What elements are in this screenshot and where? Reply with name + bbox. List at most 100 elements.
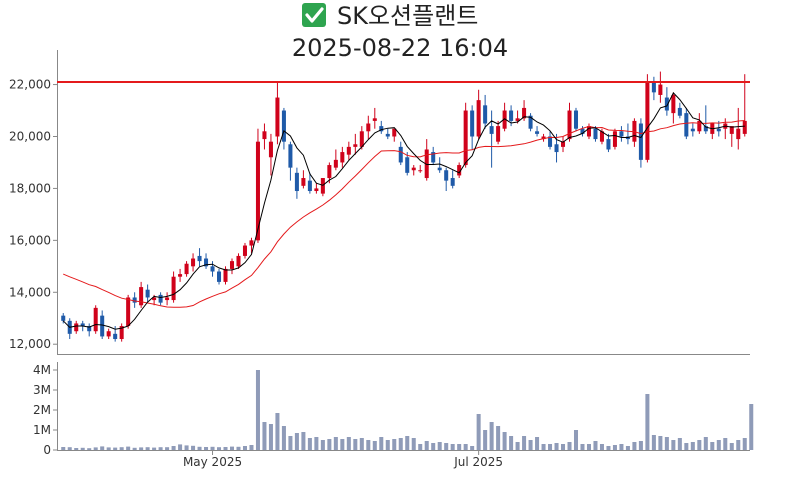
volume-bar [152,447,157,450]
candle-body [340,152,345,163]
volume-bar [411,438,416,450]
volume-bar [67,447,72,450]
candle [398,141,403,166]
candle-body [385,133,390,137]
candle [340,146,345,168]
candle [385,128,390,140]
candle [515,110,520,124]
volume-bar [424,441,429,450]
volume-bar [664,437,669,450]
volume-bar [586,444,591,450]
volume-bar [204,447,209,450]
candle [314,183,319,194]
candle-body [664,97,669,111]
candle-body [288,144,293,168]
volume-bar [346,437,351,450]
volume-bar [236,446,241,450]
volume-bar [567,442,572,450]
candle [606,133,611,153]
candle [677,102,682,119]
volume-bar [398,438,403,450]
volume-bar [658,436,663,450]
volume-bar [126,446,131,450]
candle [106,328,111,340]
candle [242,242,247,259]
candle [210,261,215,277]
candle [145,284,150,303]
candle-body [522,107,527,119]
volume-bar [606,446,611,450]
candle [437,157,442,173]
x-axis-ticks: May 2025 Jul 2025 [183,450,503,469]
volume-panel: 0 1M 2M 3M 4M May 2025 Jul 2025 [33,362,754,469]
candle [723,118,728,140]
candle-body [132,297,137,303]
volume-tick-label: 4M [33,363,51,377]
candle-body [411,167,416,171]
volume-bar [703,437,708,450]
candle [87,323,92,337]
candle-body [333,159,338,168]
candle [444,167,449,192]
volume-bar [736,440,741,450]
candle-body [255,141,260,241]
volume-bar [314,437,319,450]
candle-body [268,141,273,158]
candle-body [612,131,617,147]
price-tick-label: 22,000 [9,78,51,92]
candle-body [379,126,384,132]
volume-bar [502,432,507,450]
volume-bar [80,447,85,450]
volume-bar [749,404,754,450]
volume-bar [93,447,98,450]
candle [671,92,676,124]
candle-body [483,105,488,124]
volume-bar [483,430,488,450]
volume-tick-label: 2M [33,403,51,417]
candle [67,318,72,340]
volume-bar [184,445,189,450]
candle-body [405,157,410,173]
volume-bar [463,444,468,450]
candle-body [450,178,455,186]
candle-body [437,167,442,171]
chart-title: SK오션플랜트 [337,2,478,30]
candle-body [580,128,585,134]
candle-body [677,107,682,116]
candle-body [262,131,267,140]
candle-body [742,120,747,134]
volume-bar [178,444,183,450]
candle [496,120,501,145]
candle [165,292,170,306]
candle [619,126,624,142]
candle [288,141,293,181]
candle-body [671,94,676,114]
volume-bar [541,444,546,450]
candle-body [470,110,475,137]
candle-body [515,118,520,121]
candle-body [217,271,222,282]
candle [93,305,98,334]
volume-bar [320,440,325,450]
candle-body [204,258,209,267]
candle [236,253,241,269]
candle [593,126,598,142]
volume-bar [638,441,643,450]
candle-body [586,126,591,137]
candle-body [145,289,150,298]
candle [333,149,338,171]
volume-bar [392,439,397,450]
check-mark-icon-glyph [305,7,324,23]
candle [424,139,429,181]
volume-bar [522,436,527,450]
volume-bar [229,446,235,450]
volume-bar [729,443,734,450]
candle [307,172,312,194]
candle-body [100,315,105,337]
candle-body [599,131,604,142]
candle [710,123,715,140]
candle [229,258,235,275]
candle [132,292,137,308]
volume-tick-label: 3M [33,383,51,397]
